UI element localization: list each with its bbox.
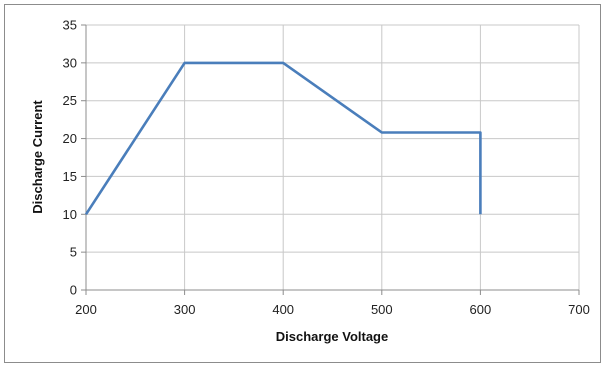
x-tick-label: 600 (470, 302, 492, 317)
grid-lines (86, 24, 580, 290)
y-tick-label: 15 (63, 169, 77, 184)
series-layer (84, 61, 482, 216)
y-axis-title: Discharge Current (30, 100, 45, 214)
chart-frame (4, 4, 601, 363)
axes (81, 24, 580, 295)
y-tick-label: 0 (70, 283, 77, 298)
x-tick-label: 300 (174, 302, 196, 317)
x-tick-label: 200 (75, 302, 97, 317)
y-tick-label: 30 (63, 55, 77, 70)
x-tick-label: 500 (371, 302, 393, 317)
x-tick-label: 700 (568, 302, 590, 317)
y-tick-label: 10 (63, 207, 77, 222)
y-tick-label: 5 (70, 245, 77, 260)
tick-labels: 0 5 10 15 20 25 30 35 200 300 400 500 600 700 (63, 18, 590, 318)
y-tick-label: 35 (63, 18, 77, 33)
x-tick-label: 400 (272, 302, 294, 317)
y-tick-label: 20 (63, 131, 77, 146)
x-axis-title: Discharge Voltage (276, 329, 388, 344)
y-tick-label: 25 (63, 93, 77, 108)
series-line (84, 61, 482, 216)
